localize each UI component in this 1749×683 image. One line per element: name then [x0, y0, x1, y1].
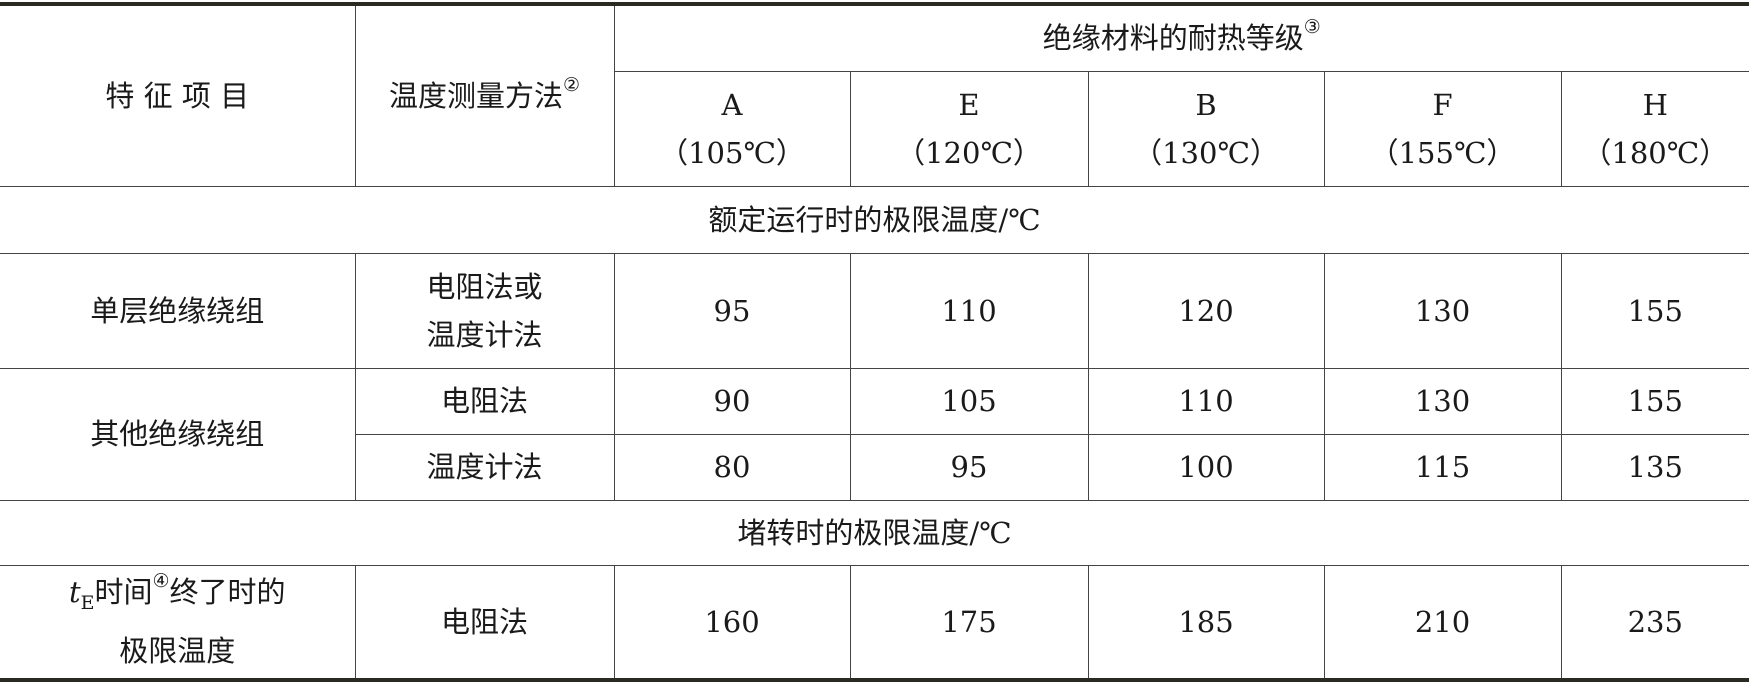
row-method: 电阻法 [354, 564, 615, 681]
table-row: 其他绝缘绕组 电阻法 90 105 110 130 155 [0, 367, 1749, 501]
header-class-f: F （155℃） [1323, 70, 1562, 187]
cell-value: 210 [1323, 564, 1562, 681]
cell-value: 105 [849, 367, 1089, 435]
section-title-locked-rotor: 堵转时的极限温度/℃ [0, 499, 1749, 566]
cell-value: 95 [613, 252, 851, 369]
row-method: 电阻法或 温度计法 [354, 252, 615, 369]
cell-value: 160 [613, 564, 851, 681]
row-method: 电阻法 [354, 367, 615, 435]
table-row: tE时间④终了时的 极限温度 电阻法 160 175 185 210 235 [0, 564, 1749, 681]
header-class-a: A （105℃） [614, 70, 851, 187]
header-class-h: H （180℃） [1560, 70, 1749, 187]
header-class-e: E （120℃） [849, 70, 1089, 187]
cell-value: 110 [849, 252, 1089, 369]
header-class-group: 绝缘材料的耐热等级③ [613, 3, 1749, 72]
cell-value: 235 [1560, 564, 1749, 681]
header-method: 温度测量方法② [354, 3, 615, 187]
row-feature: 单层绝缘绕组 [0, 252, 356, 369]
cell-value: 90 [613, 367, 851, 435]
row-method: 温度计法 [355, 433, 615, 501]
row-feature: tE时间④终了时的 极限温度 [0, 564, 356, 681]
cell-value: 175 [849, 564, 1089, 681]
table-row: 单层绝缘绕组 电阻法或 温度计法 95 110 120 130 155 [0, 252, 1749, 369]
header-feature: 特 征 项 目 [0, 3, 356, 187]
cell-value: 95 [849, 433, 1089, 501]
cell-value: 155 [1560, 252, 1749, 369]
cell-value: 130 [1323, 367, 1562, 435]
cell-value: 130 [1323, 252, 1562, 369]
cell-value: 80 [613, 433, 851, 501]
cell-value: 100 [1087, 433, 1325, 501]
cell-value: 110 [1087, 367, 1325, 435]
row-feature: 其他绝缘绕组 [0, 367, 356, 501]
cell-value: 135 [1560, 433, 1749, 501]
cell-value: 120 [1087, 252, 1325, 369]
section-title-rated: 额定运行时的极限温度/℃ [0, 185, 1749, 254]
table-row: 温度计法 80 95 100 115 135 [0, 433, 1749, 501]
cell-value: 115 [1323, 433, 1562, 501]
cell-value: 155 [1560, 367, 1749, 435]
cell-value: 185 [1087, 564, 1325, 681]
header-class-b: B （130℃） [1087, 70, 1325, 187]
